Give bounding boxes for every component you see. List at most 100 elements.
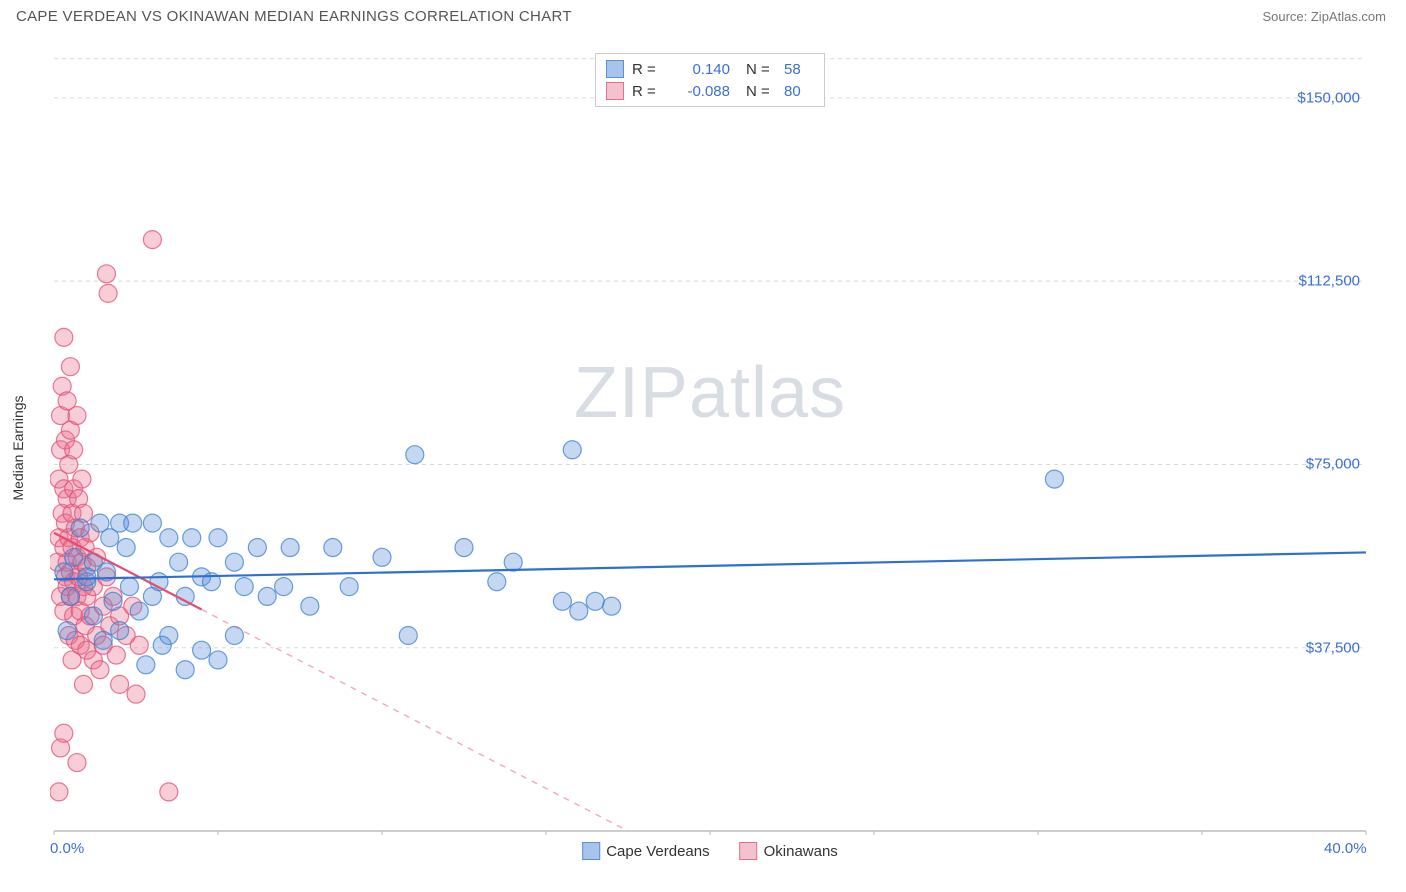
okinawans-point bbox=[91, 661, 109, 679]
capeverdeans-point bbox=[58, 622, 76, 640]
okinawans-point bbox=[55, 328, 73, 346]
source-prefix: Source: bbox=[1262, 9, 1310, 24]
capeverdeans-point bbox=[84, 607, 102, 625]
capeverdeans-point bbox=[170, 553, 188, 571]
source-link[interactable]: ZipAtlas.com bbox=[1311, 9, 1386, 24]
r-value: 0.140 bbox=[670, 61, 730, 78]
capeverdeans-point bbox=[504, 553, 522, 571]
x-tick-label: 40.0% bbox=[1324, 840, 1367, 857]
capeverdeans-point bbox=[553, 592, 571, 610]
capeverdeans-point bbox=[65, 548, 83, 566]
capeverdeans-point bbox=[399, 627, 417, 645]
chart-title: CAPE VERDEAN VS OKINAWAN MEDIAN EARNINGS… bbox=[16, 8, 572, 25]
okinawans-trend-dashed bbox=[202, 610, 628, 831]
capeverdeans-point bbox=[281, 539, 299, 557]
capeverdeans-point bbox=[488, 573, 506, 591]
okinawans-point bbox=[61, 358, 79, 376]
chart-area: Median Earnings ZIPatlas R =0.140N =58R … bbox=[50, 45, 1370, 835]
capeverdeans-point bbox=[225, 627, 243, 645]
capeverdeans-point bbox=[301, 597, 319, 615]
capeverdeans-point bbox=[455, 539, 473, 557]
capeverdeans-point bbox=[248, 539, 266, 557]
scatter-plot bbox=[50, 45, 1370, 835]
legend-swatch bbox=[606, 60, 624, 78]
stats-legend-row: R = -0.088 N = 80 bbox=[606, 80, 814, 102]
okinawans-point bbox=[111, 675, 129, 693]
capeverdeans-point bbox=[143, 514, 161, 532]
y-tick-label: $112,500 bbox=[1299, 273, 1360, 290]
capeverdeans-point bbox=[225, 553, 243, 571]
legend-swatch bbox=[740, 842, 758, 860]
n-label: N = bbox=[746, 83, 776, 100]
okinawans-point bbox=[127, 685, 145, 703]
capeverdeans-point bbox=[324, 539, 342, 557]
okinawans-point bbox=[68, 407, 86, 425]
series-legend: Cape Verdeans Okinawans bbox=[582, 842, 838, 860]
y-tick-label: $150,000 bbox=[1297, 89, 1360, 106]
okinawans-point bbox=[130, 636, 148, 654]
capeverdeans-point bbox=[94, 631, 112, 649]
okinawans-point bbox=[55, 724, 73, 742]
capeverdeans-point bbox=[111, 622, 129, 640]
n-label: N = bbox=[746, 61, 776, 78]
okinawans-point bbox=[65, 441, 83, 459]
capeverdeans-point bbox=[120, 578, 138, 596]
legend-swatch bbox=[606, 82, 624, 100]
okinawans-point bbox=[107, 646, 125, 664]
capeverdeans-point bbox=[78, 568, 96, 586]
r-value: -0.088 bbox=[670, 83, 730, 100]
y-tick-label: $37,500 bbox=[1306, 639, 1360, 656]
capeverdeans-point bbox=[176, 661, 194, 679]
capeverdeans-point bbox=[176, 587, 194, 605]
okinawans-point bbox=[99, 284, 117, 302]
series-legend-label: Okinawans bbox=[764, 843, 838, 860]
chart-source: Source: ZipAtlas.com bbox=[1262, 9, 1386, 24]
capeverdeans-point bbox=[373, 548, 391, 566]
capeverdeans-point bbox=[124, 514, 142, 532]
capeverdeans-point bbox=[563, 441, 581, 459]
series-legend-item: Okinawans bbox=[740, 842, 838, 860]
capeverdeans-point bbox=[130, 602, 148, 620]
n-value: 80 bbox=[784, 83, 814, 100]
capeverdeans-point bbox=[235, 578, 253, 596]
legend-swatch bbox=[582, 842, 600, 860]
okinawans-point bbox=[68, 754, 86, 772]
okinawans-point bbox=[50, 783, 68, 801]
capeverdeans-point bbox=[160, 627, 178, 645]
capeverdeans-point bbox=[586, 592, 604, 610]
capeverdeans-point bbox=[137, 656, 155, 674]
n-value: 58 bbox=[784, 61, 814, 78]
stats-legend-row: R = 0.140 N = 58 bbox=[606, 58, 814, 80]
capeverdeans-point bbox=[603, 597, 621, 615]
capeverdeans-point bbox=[160, 529, 178, 547]
capeverdeans-point bbox=[1045, 470, 1063, 488]
okinawans-point bbox=[75, 675, 93, 693]
capeverdeans-point bbox=[258, 587, 276, 605]
x-tick-label: 0.0% bbox=[50, 840, 84, 857]
capeverdeans-point bbox=[61, 587, 79, 605]
capeverdeans-point bbox=[275, 578, 293, 596]
series-legend-item: Cape Verdeans bbox=[582, 842, 709, 860]
y-axis-label: Median Earnings bbox=[10, 395, 26, 500]
okinawans-point bbox=[73, 470, 91, 488]
capeverdeans-point bbox=[209, 529, 227, 547]
capeverdeans-point bbox=[104, 592, 122, 610]
chart-header: CAPE VERDEAN VS OKINAWAN MEDIAN EARNINGS… bbox=[0, 0, 1406, 29]
capeverdeans-trend bbox=[54, 552, 1366, 579]
series-legend-label: Cape Verdeans bbox=[606, 843, 709, 860]
r-label: R = bbox=[632, 83, 662, 100]
capeverdeans-point bbox=[117, 539, 135, 557]
okinawans-point bbox=[160, 783, 178, 801]
okinawans-point bbox=[97, 265, 115, 283]
capeverdeans-point bbox=[71, 519, 89, 537]
capeverdeans-point bbox=[570, 602, 588, 620]
capeverdeans-point bbox=[183, 529, 201, 547]
okinawans-point bbox=[143, 231, 161, 249]
y-tick-label: $75,000 bbox=[1306, 456, 1360, 473]
stats-legend: R = 0.140 N = 58 R = -0.088 N = 80 bbox=[595, 53, 825, 107]
capeverdeans-point bbox=[193, 641, 211, 659]
capeverdeans-point bbox=[340, 578, 358, 596]
r-label: R = bbox=[632, 61, 662, 78]
capeverdeans-point bbox=[406, 446, 424, 464]
capeverdeans-point bbox=[209, 651, 227, 669]
